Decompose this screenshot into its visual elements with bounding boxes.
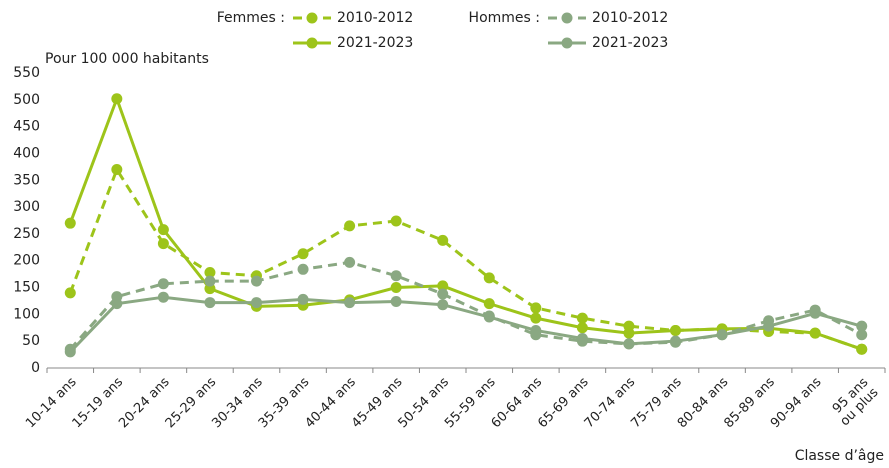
x-axis-label: Classe d’âge bbox=[795, 448, 884, 464]
legend-marker bbox=[561, 37, 573, 49]
data-point bbox=[204, 275, 216, 287]
data-point bbox=[856, 329, 868, 341]
y-tick-label: 500 bbox=[13, 92, 40, 108]
data-point bbox=[530, 324, 542, 336]
y-tick-label: 50 bbox=[22, 333, 40, 349]
data-point bbox=[437, 288, 449, 300]
data-point bbox=[344, 220, 356, 232]
data-point bbox=[763, 320, 775, 332]
legend-label: 2021-2023 bbox=[592, 35, 668, 51]
data-point bbox=[390, 295, 402, 307]
data-point bbox=[157, 224, 169, 236]
series-line bbox=[68, 94, 863, 351]
data-point bbox=[856, 320, 868, 332]
data-point bbox=[809, 307, 821, 319]
legend-group-label: Femmes : bbox=[217, 10, 285, 26]
y-tick-label: 0 bbox=[31, 360, 40, 376]
data-point bbox=[111, 298, 123, 310]
legend-marker bbox=[561, 12, 573, 24]
data-point bbox=[576, 312, 588, 324]
data-point bbox=[576, 322, 588, 334]
data-point bbox=[157, 278, 169, 290]
data-point bbox=[297, 293, 309, 305]
legend-label: 2010-2012 bbox=[592, 10, 668, 26]
legend-marker bbox=[306, 37, 318, 49]
data-point bbox=[670, 335, 681, 347]
series-line bbox=[69, 260, 863, 351]
data-point bbox=[344, 297, 356, 309]
data-point bbox=[530, 312, 542, 324]
y-tick-label: 300 bbox=[13, 199, 40, 215]
data-point bbox=[64, 287, 76, 299]
data-point bbox=[483, 272, 495, 284]
legend-marker bbox=[306, 12, 318, 24]
data-point bbox=[483, 298, 495, 310]
y-tick-label: 400 bbox=[13, 145, 40, 161]
y-tick-label: 100 bbox=[13, 306, 40, 322]
y-tick-label: 350 bbox=[13, 172, 40, 188]
x-tick-label: 95 ansou plus bbox=[827, 375, 881, 429]
data-point bbox=[437, 299, 449, 311]
data-point bbox=[297, 248, 309, 260]
y-tick-label: 150 bbox=[13, 280, 40, 296]
data-point bbox=[390, 270, 402, 282]
data-point bbox=[670, 324, 681, 336]
legend-label: 2021-2023 bbox=[337, 35, 413, 51]
data-point bbox=[204, 297, 216, 309]
data-point bbox=[576, 333, 588, 344]
legend-label: 2010-2012 bbox=[337, 10, 413, 26]
data-point bbox=[623, 338, 635, 350]
data-point bbox=[623, 327, 635, 339]
data-point bbox=[64, 346, 76, 358]
y-tick-label: 450 bbox=[13, 119, 40, 135]
data-point bbox=[111, 164, 123, 176]
data-point bbox=[157, 238, 169, 250]
legend-group-label: Hommes : bbox=[469, 10, 540, 26]
data-point bbox=[251, 275, 262, 287]
data-point bbox=[856, 343, 868, 355]
data-point bbox=[204, 267, 216, 279]
series-line bbox=[69, 295, 863, 353]
data-point bbox=[390, 282, 402, 294]
data-point bbox=[111, 93, 123, 105]
data-point bbox=[437, 234, 449, 246]
y-axis-label: Pour 100 000 habitants bbox=[45, 51, 209, 67]
data-point bbox=[437, 280, 449, 292]
data-point bbox=[297, 263, 309, 275]
y-tick-label: 200 bbox=[13, 253, 40, 269]
data-point bbox=[483, 311, 495, 323]
data-point bbox=[64, 217, 76, 229]
data-point bbox=[157, 291, 169, 303]
data-point bbox=[344, 256, 356, 268]
series-line bbox=[68, 166, 863, 351]
data-point bbox=[809, 327, 821, 339]
x-tick-label: 90-94 ans bbox=[768, 375, 825, 432]
data-point bbox=[251, 297, 262, 309]
data-point bbox=[390, 215, 402, 227]
data-point bbox=[530, 302, 542, 314]
y-tick-label: 250 bbox=[13, 226, 40, 242]
y-tick-label: 550 bbox=[13, 65, 40, 81]
data-point bbox=[716, 329, 728, 341]
